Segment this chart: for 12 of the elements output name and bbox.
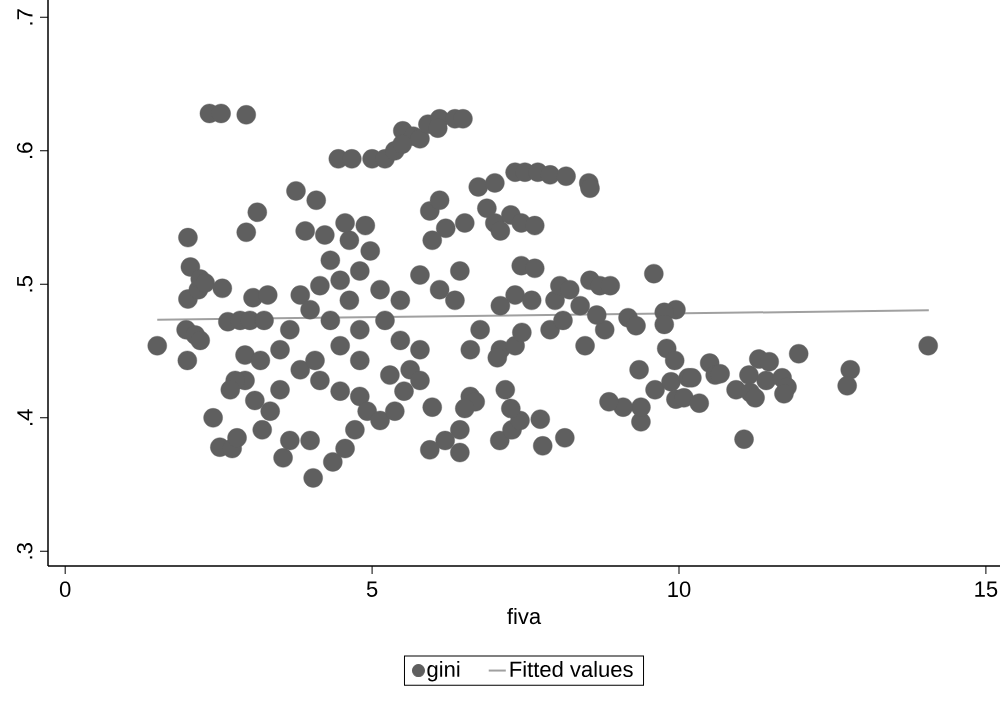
y-tick-label: .5	[17, 276, 33, 292]
x-axis-title: fiva	[507, 607, 542, 625]
legend-label: Fitted values	[510, 660, 633, 678]
y-tick-label: .4	[17, 409, 33, 425]
legend-label: gini	[427, 660, 460, 682]
y-tick-label: .6	[16, 142, 33, 159]
x-tick-label: 5	[366, 581, 378, 597]
x-tick-label: 15	[975, 581, 998, 597]
x-tick-label: 0	[59, 581, 71, 598]
x-tick-label: 10	[668, 581, 691, 598]
y-tick-label: .7	[17, 9, 33, 25]
y-tick-label: .3	[16, 543, 33, 559]
